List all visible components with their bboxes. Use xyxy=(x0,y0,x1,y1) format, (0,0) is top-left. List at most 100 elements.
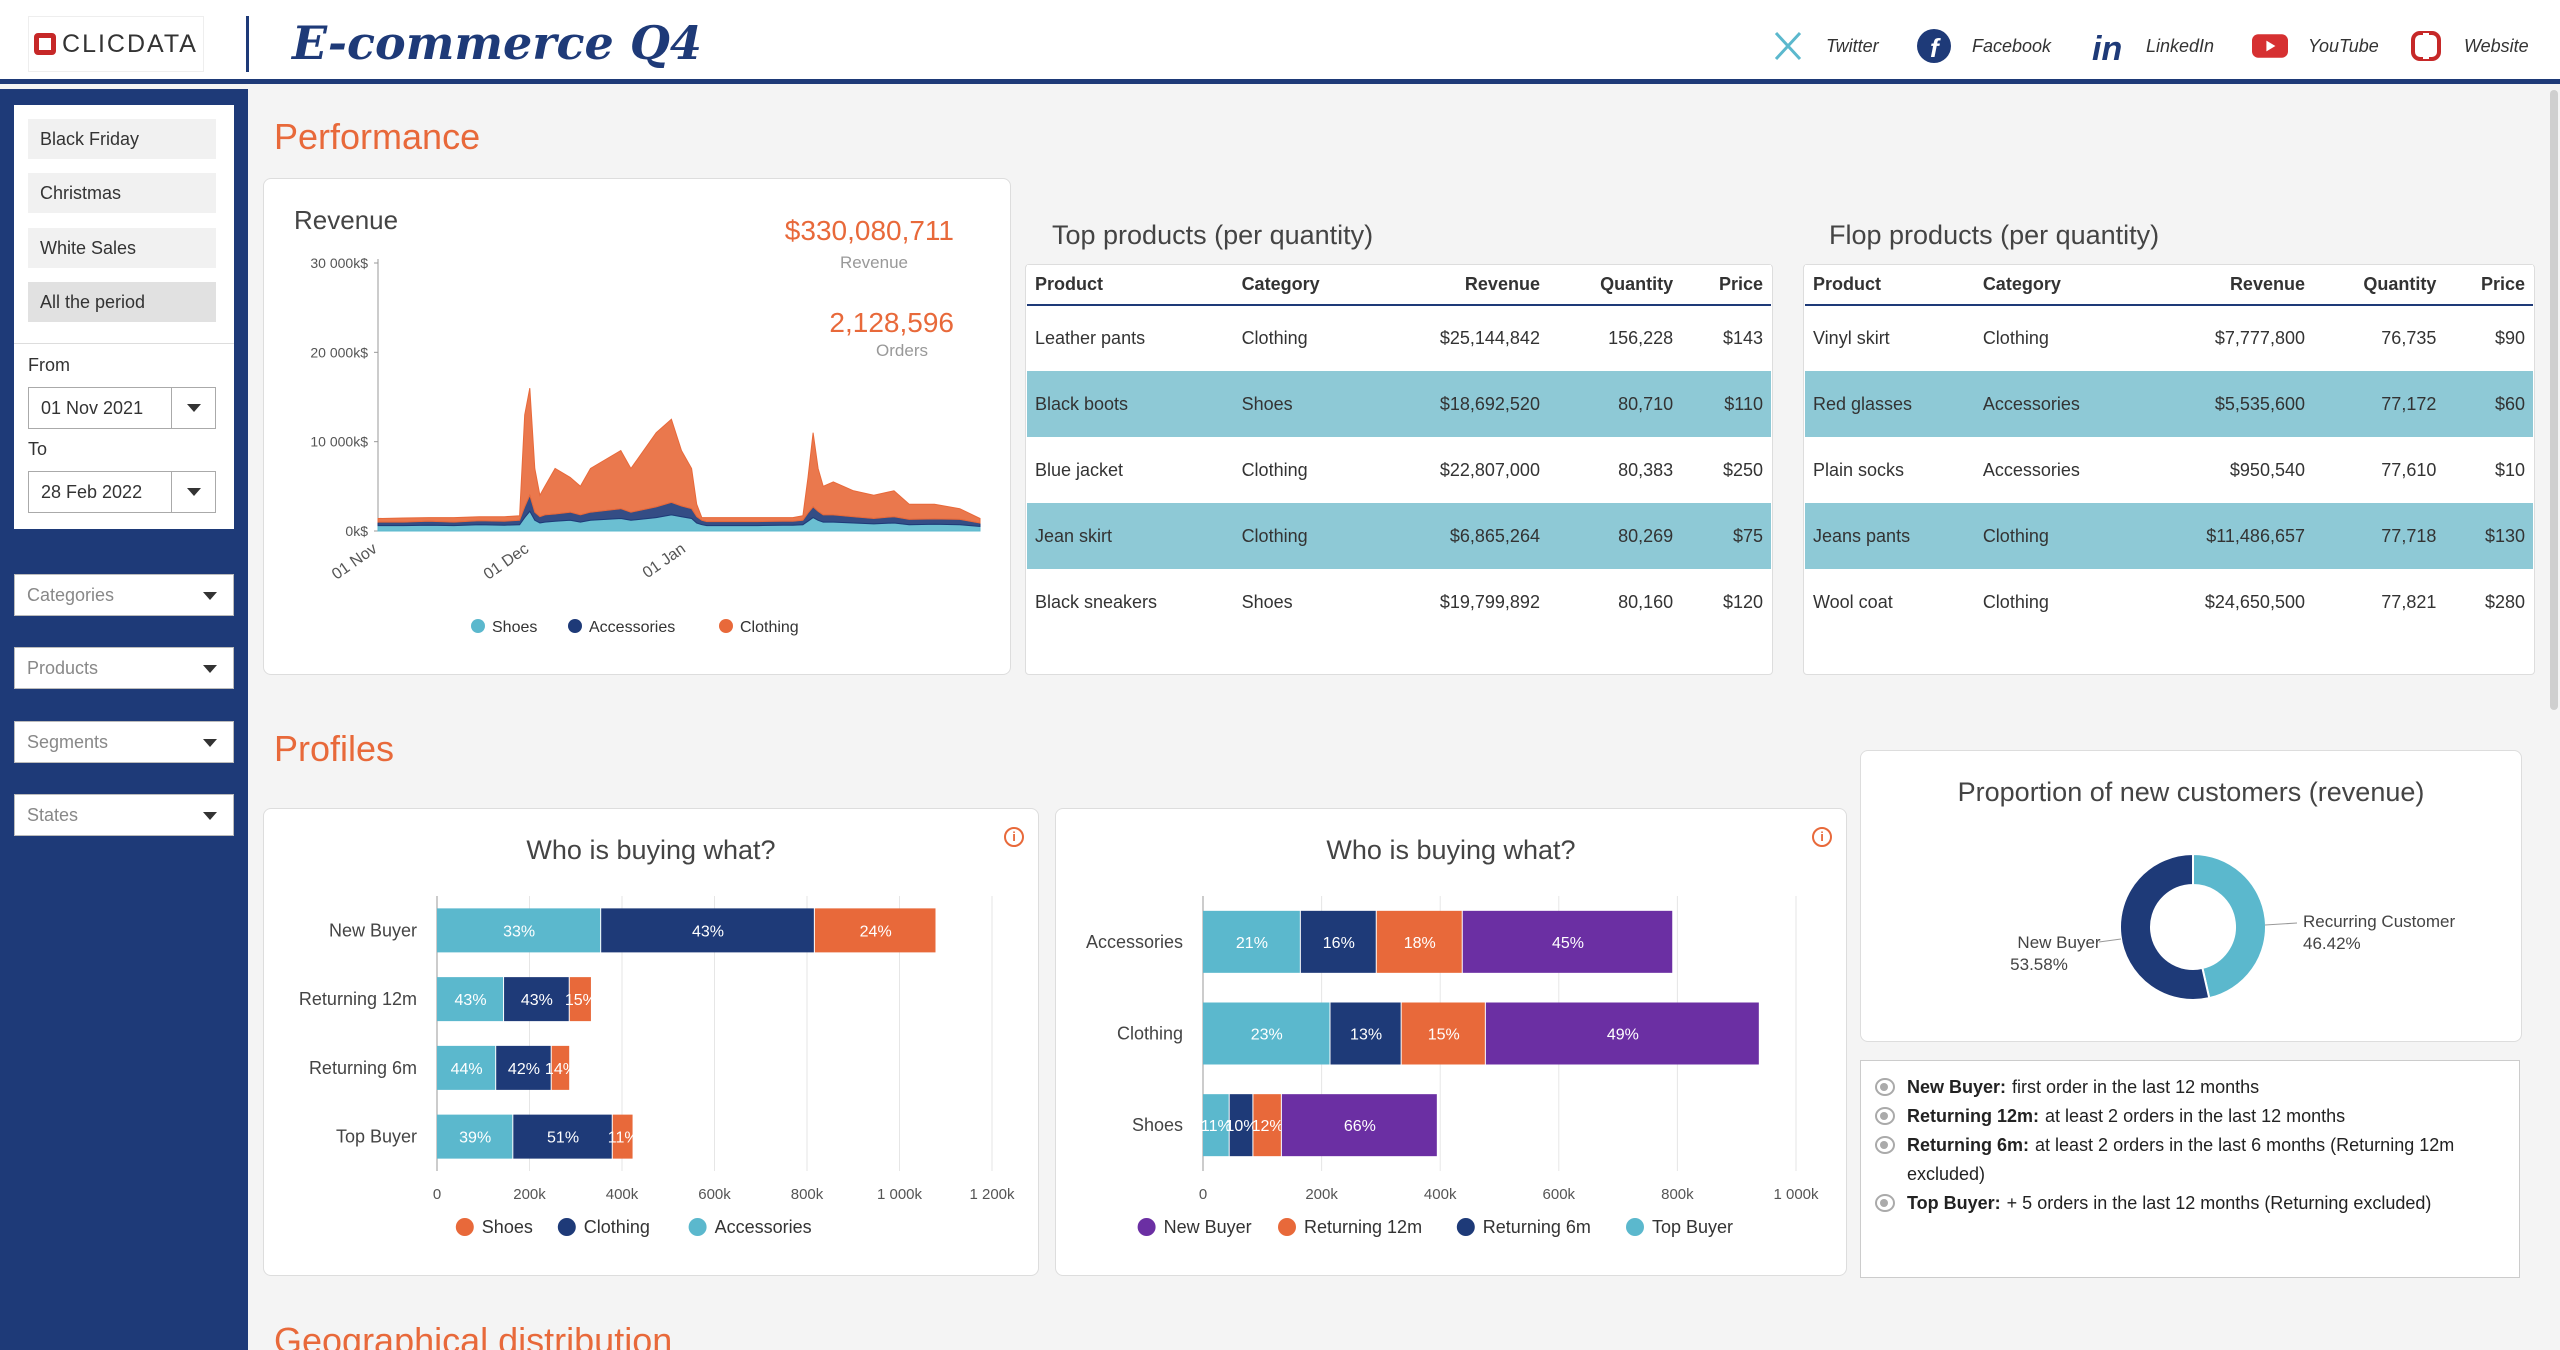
revenue-kpi-label: Revenue xyxy=(839,253,908,272)
period-christmas[interactable]: Christmas xyxy=(28,173,216,213)
bar-label: 10% xyxy=(1226,1118,1258,1135)
table-cell: Clothing xyxy=(1241,328,1308,348)
column-header[interactable]: Price xyxy=(1681,265,1771,306)
bar-segment xyxy=(437,1045,496,1090)
bar-label: 49% xyxy=(1607,1027,1639,1044)
bullet-icon xyxy=(1875,1078,1895,1096)
legend-label: Returning 6m xyxy=(1483,1217,1591,1237)
legend-label: Returning 12m xyxy=(1304,1217,1422,1237)
table-row[interactable]: Black sneakers Shoes $19,799,892 80,160 $120 xyxy=(1027,569,1771,635)
table-row[interactable]: Leather pants Clothing $25,144,842 156,228 $… xyxy=(1027,305,1771,371)
to-date-picker[interactable]: 28 Feb 2022 xyxy=(28,471,216,513)
column-header[interactable]: Quantity xyxy=(1547,265,1682,306)
logo[interactable]: CLICDATA xyxy=(28,16,204,72)
table-cell: Red glasses xyxy=(1805,371,1975,437)
table-row[interactable]: Jean skirt Clothing $6,865,264 80,269 $75 xyxy=(1027,503,1771,569)
sidebar: Black Friday Christmas White Sales All t… xyxy=(0,89,248,1350)
column-header[interactable]: Category xyxy=(1233,265,1375,306)
top-products-card: Product Category Revenue Quantity Price Leath… xyxy=(1025,264,1773,675)
table-cell: Plain socks xyxy=(1813,459,1905,480)
bar-segment xyxy=(1203,1002,1330,1065)
table-cell: $110 xyxy=(1681,371,1771,437)
column-header[interactable]: Product xyxy=(1027,265,1234,306)
website-link[interactable]: Website xyxy=(2408,28,2529,64)
table-row[interactable]: Wool coat Clothing $24,650,500 77,821 $280 xyxy=(1805,569,2533,635)
table-cell: $250 xyxy=(1722,459,1763,480)
bar-label: 45% xyxy=(1552,935,1584,952)
bar-segment xyxy=(1203,910,1300,973)
x-tick-label: 01 Jan xyxy=(640,540,689,581)
category-label: Accessories xyxy=(1086,932,1183,952)
from-dropdown-button[interactable] xyxy=(171,388,215,428)
info-icon[interactable]: i xyxy=(1004,827,1024,847)
legend-label: New Buyer xyxy=(1164,1217,1252,1237)
categories-filter[interactable]: Categories xyxy=(14,574,234,616)
table-cell: Clothing xyxy=(1982,591,2049,612)
x-tick-label: 1 000k xyxy=(1773,1186,1819,1203)
revenue-kpi-value: $330,080,711 xyxy=(784,215,954,246)
table-cell: $10 xyxy=(2494,459,2525,480)
table-cell: Clothing xyxy=(1974,503,2142,569)
legend-label: Accessories xyxy=(715,1217,812,1237)
column-header[interactable]: Revenue xyxy=(1374,265,1548,306)
y-tick-label: 20 000k$ xyxy=(310,344,368,360)
column-header[interactable]: Quantity xyxy=(2312,265,2445,306)
table-cell: 80,160 xyxy=(1618,591,1674,612)
states-filter[interactable]: States xyxy=(14,794,234,836)
table-row[interactable]: Jeans pants Clothing $11,486,657 77,718 $130 xyxy=(1805,503,2533,569)
bar-label: 13% xyxy=(1350,1027,1382,1044)
column-header[interactable]: Price xyxy=(2444,265,2533,306)
definition-term: Top Buyer: xyxy=(1907,1193,2001,1213)
products-filter[interactable]: Products xyxy=(14,647,234,689)
legend-swatch xyxy=(1626,1218,1644,1236)
period-black-friday[interactable]: Black Friday xyxy=(28,119,216,159)
area-series-clothing xyxy=(377,388,981,524)
scrollbar[interactable] xyxy=(2550,90,2558,710)
to-dropdown-button[interactable] xyxy=(171,472,215,512)
chevron-down-icon xyxy=(203,592,217,600)
from-date-picker[interactable]: 01 Nov 2021 xyxy=(28,387,216,429)
definition-item: New Buyer: first order in the last 12 mon… xyxy=(1875,1073,2505,1102)
bar-segment xyxy=(504,977,569,1022)
table-cell: 77,821 xyxy=(2381,591,2437,612)
bar-segment xyxy=(1300,910,1376,973)
linkedin-link[interactable]: in LinkedIn xyxy=(2090,28,2214,64)
segments-filter[interactable]: Segments xyxy=(14,721,234,763)
bar-label: 21% xyxy=(1236,935,1268,952)
legend-label: Accessories xyxy=(589,619,675,636)
x-tick-label: 01 Nov xyxy=(329,540,380,583)
legend-item: Returning 6m xyxy=(1456,1217,1591,1237)
period-all[interactable]: All the period xyxy=(28,282,216,322)
table-cell: Accessories xyxy=(1982,459,2080,480)
legend-label: Clothing xyxy=(740,619,799,636)
youtube-link[interactable]: YouTube xyxy=(2252,28,2379,64)
bar-segment xyxy=(1229,1094,1253,1157)
period-white-sales[interactable]: White Sales xyxy=(28,228,216,268)
bar-label: 51% xyxy=(547,1130,579,1147)
profile-bar-chart-2: 0 200k 400k 600k 800k 1 000k Accessories 21% 16%… xyxy=(1086,896,1819,1237)
column-header[interactable]: Product xyxy=(1805,265,1975,306)
revenue-card: Revenue $330,080,711 Revenue 2,128,596 O… xyxy=(263,178,1011,675)
category-label: Returning 6m xyxy=(309,1058,417,1078)
table-row[interactable]: Blue jacket Clothing $22,807,000 80,383 $250 xyxy=(1027,437,1771,503)
from-date-value: 01 Nov 2021 xyxy=(41,398,144,418)
profile-chart-card-1: Who is buying what? i 0 200k 400k 600k 800k 1… xyxy=(263,808,1039,1276)
label-leader xyxy=(2264,922,2298,926)
from-label: From xyxy=(28,355,70,375)
profiles-title: Profiles xyxy=(274,728,395,769)
header-divider xyxy=(246,16,249,72)
table-cell: $143 xyxy=(1722,328,1763,348)
bar-label: 11% xyxy=(1201,1118,1232,1135)
profile-chart-card-2: Who is buying what? i 0 200k 400k 600k 800k 1… xyxy=(1055,808,1847,1276)
facebook-link[interactable]: f Facebook xyxy=(1916,28,2051,64)
bar-segment xyxy=(1281,1094,1437,1157)
table-row[interactable]: Red glasses Accessories $5,535,600 77,172 $6… xyxy=(1805,371,2533,437)
column-header[interactable]: Revenue xyxy=(2141,265,2313,306)
column-header[interactable]: Category xyxy=(1974,265,2142,306)
info-icon[interactable]: i xyxy=(1812,827,1832,847)
table-row[interactable]: Plain socks Accessories $950,540 77,610 $10 xyxy=(1805,437,2533,503)
table-cell: 80,269 xyxy=(1547,503,1682,569)
table-row[interactable]: Vinyl skirt Clothing $7,777,800 76,735 $90 xyxy=(1805,305,2533,371)
table-row[interactable]: Black boots Shoes $18,692,520 80,710 $110 xyxy=(1027,371,1771,437)
twitter-link[interactable]: Twitter xyxy=(1770,28,1879,64)
